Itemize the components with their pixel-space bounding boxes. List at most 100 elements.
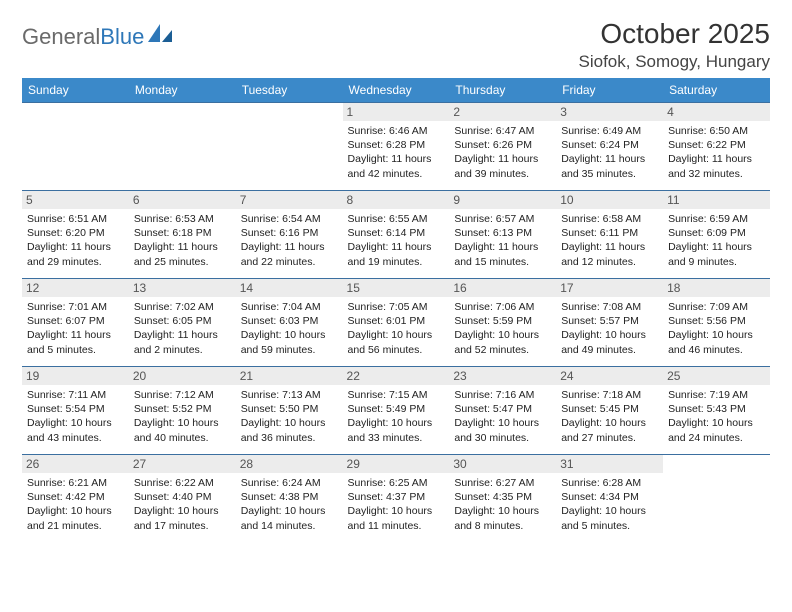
calendar-cell: 8 Sunrise: 6:55 AMSunset: 6:14 PMDaylight… bbox=[343, 191, 450, 279]
calendar-cell bbox=[22, 103, 129, 191]
day-number: 3 bbox=[556, 103, 663, 121]
calendar-cell: 4Sunrise: 6:50 AMSunset: 6:22 PMDaylight… bbox=[663, 103, 770, 191]
day-info: Sunrise: 7:16 AMSunset: 5:47 PMDaylight:… bbox=[454, 388, 551, 445]
calendar-cell: 25 Sunrise: 7:19 AMSunset: 5:43 PMDayligh… bbox=[663, 367, 770, 455]
day-number: 15 bbox=[343, 279, 450, 297]
calendar-cell: 12 Sunrise: 7:01 AMSunset: 6:07 PMDayligh… bbox=[22, 279, 129, 367]
weekday-header: Thursday bbox=[449, 78, 556, 103]
day-number: 9 bbox=[449, 191, 556, 209]
day-number: 1 bbox=[343, 103, 450, 121]
brand-word2: Blue bbox=[100, 24, 144, 49]
day-number: 21 bbox=[236, 367, 343, 385]
day-info: Sunrise: 7:01 AMSunset: 6:07 PMDaylight:… bbox=[27, 300, 124, 357]
day-number: 23 bbox=[449, 367, 556, 385]
calendar-cell: 28 Sunrise: 6:24 AMSunset: 4:38 PMDayligh… bbox=[236, 455, 343, 543]
calendar-cell: 23 Sunrise: 7:16 AMSunset: 5:47 PMDayligh… bbox=[449, 367, 556, 455]
day-number: 20 bbox=[129, 367, 236, 385]
sail-icon bbox=[148, 24, 174, 50]
day-info: Sunrise: 7:11 AMSunset: 5:54 PMDaylight:… bbox=[27, 388, 124, 445]
weekday-header: Wednesday bbox=[343, 78, 450, 103]
day-number: 30 bbox=[449, 455, 556, 473]
day-number: 17 bbox=[556, 279, 663, 297]
calendar-cell: 15 Sunrise: 7:05 AMSunset: 6:01 PMDayligh… bbox=[343, 279, 450, 367]
day-info: Sunrise: 7:18 AMSunset: 5:45 PMDaylight:… bbox=[561, 388, 658, 445]
calendar-cell: 5 Sunrise: 6:51 AMSunset: 6:20 PMDaylight… bbox=[22, 191, 129, 279]
calendar-cell: 3Sunrise: 6:49 AMSunset: 6:24 PMDaylight… bbox=[556, 103, 663, 191]
day-number: 22 bbox=[343, 367, 450, 385]
calendar-cell bbox=[236, 103, 343, 191]
day-info: Sunrise: 6:53 AMSunset: 6:18 PMDaylight:… bbox=[134, 212, 231, 269]
day-info: Sunrise: 7:05 AMSunset: 6:01 PMDaylight:… bbox=[348, 300, 445, 357]
day-info: Sunrise: 6:54 AMSunset: 6:16 PMDaylight:… bbox=[241, 212, 338, 269]
weekday-header: Friday bbox=[556, 78, 663, 103]
calendar-cell: 18Sunrise: 7:09 AMSunset: 5:56 PMDayligh… bbox=[663, 279, 770, 367]
day-number: 8 bbox=[343, 191, 450, 209]
day-info: Sunrise: 6:27 AMSunset: 4:35 PMDaylight:… bbox=[454, 476, 551, 533]
day-number: 16 bbox=[449, 279, 556, 297]
calendar-cell: 21 Sunrise: 7:13 AMSunset: 5:50 PMDayligh… bbox=[236, 367, 343, 455]
day-number: 10 bbox=[556, 191, 663, 209]
calendar-cell: 11 Sunrise: 6:59 AMSunset: 6:09 PMDayligh… bbox=[663, 191, 770, 279]
day-number: 14 bbox=[236, 279, 343, 297]
calendar-cell: 17 Sunrise: 7:08 AMSunset: 5:57 PMDayligh… bbox=[556, 279, 663, 367]
brand-logo: GeneralBlue bbox=[22, 18, 174, 50]
day-number: 24 bbox=[556, 367, 663, 385]
day-info: Sunrise: 7:09 AMSunset: 5:56 PMDaylight:… bbox=[668, 300, 765, 357]
weekday-header: Monday bbox=[129, 78, 236, 103]
day-info: Sunrise: 7:19 AMSunset: 5:43 PMDaylight:… bbox=[668, 388, 765, 445]
day-info: Sunrise: 6:25 AMSunset: 4:37 PMDaylight:… bbox=[348, 476, 445, 533]
weekday-header: Tuesday bbox=[236, 78, 343, 103]
calendar-cell: 14 Sunrise: 7:04 AMSunset: 6:03 PMDayligh… bbox=[236, 279, 343, 367]
day-info: Sunrise: 6:22 AMSunset: 4:40 PMDaylight:… bbox=[134, 476, 231, 533]
day-info: Sunrise: 6:24 AMSunset: 4:38 PMDaylight:… bbox=[241, 476, 338, 533]
day-info: Sunrise: 7:06 AMSunset: 5:59 PMDaylight:… bbox=[454, 300, 551, 357]
calendar-cell: 27 Sunrise: 6:22 AMSunset: 4:40 PMDayligh… bbox=[129, 455, 236, 543]
day-info: Sunrise: 6:28 AMSunset: 4:34 PMDaylight:… bbox=[561, 476, 658, 533]
calendar-table: SundayMondayTuesdayWednesdayThursdayFrid… bbox=[22, 78, 770, 543]
calendar-cell: 6 Sunrise: 6:53 AMSunset: 6:18 PMDaylight… bbox=[129, 191, 236, 279]
calendar-cell: 1 Sunrise: 6:46 AMSunset: 6:28 PMDaylight… bbox=[343, 103, 450, 191]
day-number: 28 bbox=[236, 455, 343, 473]
day-info: Sunrise: 6:51 AMSunset: 6:20 PMDaylight:… bbox=[27, 212, 124, 269]
calendar-cell: 22 Sunrise: 7:15 AMSunset: 5:49 PMDayligh… bbox=[343, 367, 450, 455]
month-title: October 2025 bbox=[579, 18, 771, 50]
day-info: Sunrise: 6:57 AMSunset: 6:13 PMDaylight:… bbox=[454, 212, 551, 269]
day-info: Sunrise: 6:55 AMSunset: 6:14 PMDaylight:… bbox=[348, 212, 445, 269]
calendar-cell: 13Sunrise: 7:02 AMSunset: 6:05 PMDayligh… bbox=[129, 279, 236, 367]
day-info: Sunrise: 7:08 AMSunset: 5:57 PMDaylight:… bbox=[561, 300, 658, 357]
day-info: Sunrise: 7:15 AMSunset: 5:49 PMDaylight:… bbox=[348, 388, 445, 445]
day-number: 31 bbox=[556, 455, 663, 473]
day-info: Sunrise: 6:47 AMSunset: 6:26 PMDaylight:… bbox=[454, 124, 551, 181]
day-info: Sunrise: 7:13 AMSunset: 5:50 PMDaylight:… bbox=[241, 388, 338, 445]
day-number: 7 bbox=[236, 191, 343, 209]
calendar-cell bbox=[129, 103, 236, 191]
calendar-cell: 2 Sunrise: 6:47 AMSunset: 6:26 PMDaylight… bbox=[449, 103, 556, 191]
calendar-cell: 30 Sunrise: 6:27 AMSunset: 4:35 PMDayligh… bbox=[449, 455, 556, 543]
day-number: 6 bbox=[129, 191, 236, 209]
calendar-cell: 24 Sunrise: 7:18 AMSunset: 5:45 PMDayligh… bbox=[556, 367, 663, 455]
weekday-header: Saturday bbox=[663, 78, 770, 103]
location-subtitle: Siofok, Somogy, Hungary bbox=[579, 52, 771, 72]
calendar-cell: 9 Sunrise: 6:57 AMSunset: 6:13 PMDaylight… bbox=[449, 191, 556, 279]
day-number: 12 bbox=[22, 279, 129, 297]
calendar-cell: 26Sunrise: 6:21 AMSunset: 4:42 PMDayligh… bbox=[22, 455, 129, 543]
calendar-cell bbox=[663, 455, 770, 543]
calendar-cell: 7 Sunrise: 6:54 AMSunset: 6:16 PMDaylight… bbox=[236, 191, 343, 279]
day-info: Sunrise: 7:04 AMSunset: 6:03 PMDaylight:… bbox=[241, 300, 338, 357]
brand-word1: General bbox=[22, 24, 100, 50]
calendar-cell: 16 Sunrise: 7:06 AMSunset: 5:59 PMDayligh… bbox=[449, 279, 556, 367]
day-info: Sunrise: 6:21 AMSunset: 4:42 PMDaylight:… bbox=[27, 476, 124, 533]
day-info: Sunrise: 6:46 AMSunset: 6:28 PMDaylight:… bbox=[348, 124, 445, 181]
weekday-header: Sunday bbox=[22, 78, 129, 103]
day-number: 2 bbox=[449, 103, 556, 121]
day-number: 27 bbox=[129, 455, 236, 473]
day-number: 11 bbox=[663, 191, 770, 209]
day-info: Sunrise: 6:50 AMSunset: 6:22 PMDaylight:… bbox=[668, 124, 765, 181]
day-number: 5 bbox=[22, 191, 129, 209]
day-info: Sunrise: 6:59 AMSunset: 6:09 PMDaylight:… bbox=[668, 212, 765, 269]
day-number: 29 bbox=[343, 455, 450, 473]
day-info: Sunrise: 7:02 AMSunset: 6:05 PMDaylight:… bbox=[134, 300, 231, 357]
calendar-cell: 20Sunrise: 7:12 AMSunset: 5:52 PMDayligh… bbox=[129, 367, 236, 455]
calendar-cell: 31 Sunrise: 6:28 AMSunset: 4:34 PMDayligh… bbox=[556, 455, 663, 543]
day-number: 25 bbox=[663, 367, 770, 385]
